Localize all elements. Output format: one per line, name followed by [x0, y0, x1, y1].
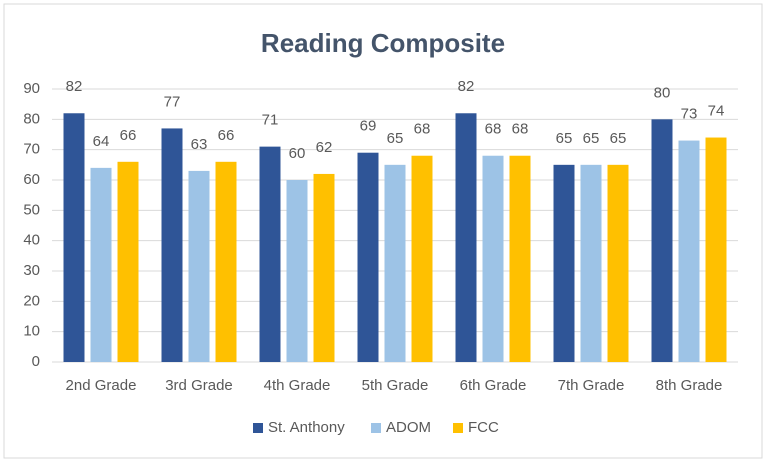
legend-label: St. Anthony — [268, 419, 345, 436]
bar — [357, 152, 379, 362]
data-label: 63 — [191, 136, 208, 153]
data-label: 65 — [583, 130, 600, 147]
bar — [580, 164, 602, 362]
bar — [117, 161, 139, 362]
bar — [215, 161, 237, 362]
y-tick-label: 30 — [23, 262, 40, 279]
x-tick-label: 2nd Grade — [66, 377, 137, 394]
data-label: 65 — [387, 130, 404, 147]
bar — [384, 164, 406, 362]
data-label: 65 — [556, 130, 573, 147]
y-tick-label: 70 — [23, 141, 40, 158]
legend-label: FCC — [468, 419, 499, 436]
data-label: 80 — [654, 84, 671, 101]
data-label: 66 — [120, 127, 137, 144]
data-label: 64 — [93, 133, 110, 150]
data-label: 82 — [66, 78, 83, 95]
bar — [161, 128, 183, 362]
legend-swatch — [253, 423, 263, 433]
data-label: 77 — [164, 93, 181, 110]
bar — [63, 113, 85, 363]
x-tick-label: 4th Grade — [264, 377, 331, 394]
y-tick-label: 50 — [23, 201, 40, 218]
bar — [482, 155, 504, 362]
data-label: 73 — [681, 106, 698, 123]
x-tick-label: 3rd Grade — [165, 377, 233, 394]
x-tick-label: 7th Grade — [558, 377, 625, 394]
bar — [651, 119, 673, 362]
bar — [509, 155, 531, 362]
x-tick-label: 5th Grade — [362, 377, 429, 394]
y-tick-label: 80 — [23, 110, 40, 127]
data-label: 82 — [458, 78, 475, 95]
data-label: 68 — [512, 121, 529, 138]
data-label: 62 — [316, 139, 333, 156]
bar — [607, 164, 629, 362]
x-tick-label: 8th Grade — [656, 377, 723, 394]
bar — [90, 167, 112, 362]
data-label: 65 — [610, 130, 627, 147]
bar — [313, 173, 335, 362]
legend-swatch — [453, 423, 463, 433]
bar — [188, 170, 210, 362]
legend-label: ADOM — [386, 419, 431, 436]
y-tick-label: 0 — [32, 353, 40, 370]
data-label: 71 — [262, 112, 279, 129]
y-tick-label: 90 — [23, 80, 40, 97]
bar — [286, 180, 308, 362]
bar — [678, 140, 700, 362]
bar — [705, 137, 727, 362]
bar — [455, 113, 477, 363]
bar — [411, 155, 433, 362]
y-tick-label: 40 — [23, 232, 40, 249]
data-label: 68 — [414, 121, 431, 138]
data-label: 68 — [485, 121, 502, 138]
legend-swatch — [371, 423, 381, 433]
bar — [553, 164, 575, 362]
data-label: 60 — [289, 145, 306, 162]
data-label: 66 — [218, 127, 235, 144]
bar — [259, 146, 281, 362]
y-tick-label: 20 — [23, 292, 40, 309]
data-label: 69 — [360, 118, 377, 135]
y-tick-label: 10 — [23, 323, 40, 340]
y-tick-label: 60 — [23, 171, 40, 188]
data-label: 74 — [708, 103, 725, 120]
chart-title: Reading Composite — [261, 28, 505, 58]
x-tick-label: 6th Grade — [460, 377, 527, 394]
